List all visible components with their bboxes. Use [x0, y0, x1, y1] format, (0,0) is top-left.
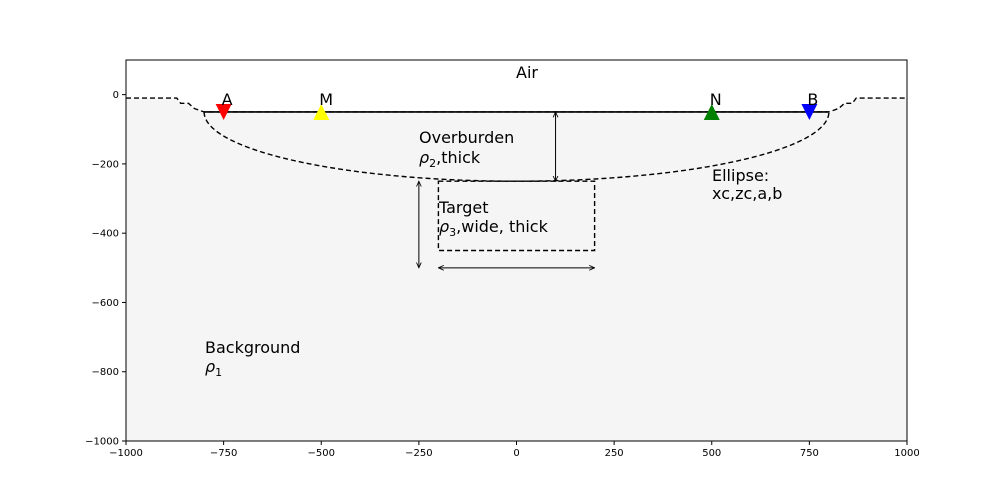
electrode-b-label: B	[807, 90, 818, 109]
ellipse-label: Ellipse:	[712, 166, 769, 185]
air-label: Air	[516, 63, 538, 82]
target-label: Target	[438, 198, 489, 217]
x-tick-label: 500	[702, 448, 721, 459]
electrode-n-label: N	[710, 90, 722, 109]
y-tick-label: −400	[92, 229, 119, 240]
overburden-label: Overburden	[419, 128, 514, 147]
topography-line	[126, 97, 907, 113]
electrode-a-marker	[215, 103, 232, 120]
x-tick-label: −250	[405, 448, 432, 459]
electrode-a-label: A	[222, 90, 233, 109]
target-box	[437, 180, 596, 252]
electrode-m-label: M	[319, 90, 333, 109]
y-tick-label: −800	[92, 367, 119, 378]
earth-fill	[126, 98, 907, 441]
x-tick-label: −1000	[109, 448, 143, 459]
x-tick-label: 0	[513, 448, 519, 459]
x-tick-label: 750	[800, 448, 819, 459]
target-params: ρ3,wide, thick	[439, 217, 549, 239]
electrode-b-marker	[801, 103, 818, 120]
overburden-ellipse	[203, 111, 830, 182]
background-params: ρ1	[205, 357, 222, 379]
x-tick-label: −750	[210, 448, 237, 459]
x-tick-label: 250	[605, 448, 624, 459]
y-tick-label: 0	[113, 90, 119, 101]
y-tick-label: −600	[92, 298, 119, 309]
y-tick-label: −1000	[85, 437, 119, 448]
ellipse-params: xc,zc,a,b	[712, 184, 782, 203]
electrode-m-marker	[313, 103, 330, 120]
overburden-params: ρ2,thick	[419, 148, 481, 170]
y-tick-label: −200	[92, 159, 119, 170]
x-tick-label: 1000	[894, 448, 919, 459]
x-tick-label: −500	[308, 448, 335, 459]
electrode-n-marker	[703, 103, 720, 120]
background-label: Background	[205, 338, 300, 357]
